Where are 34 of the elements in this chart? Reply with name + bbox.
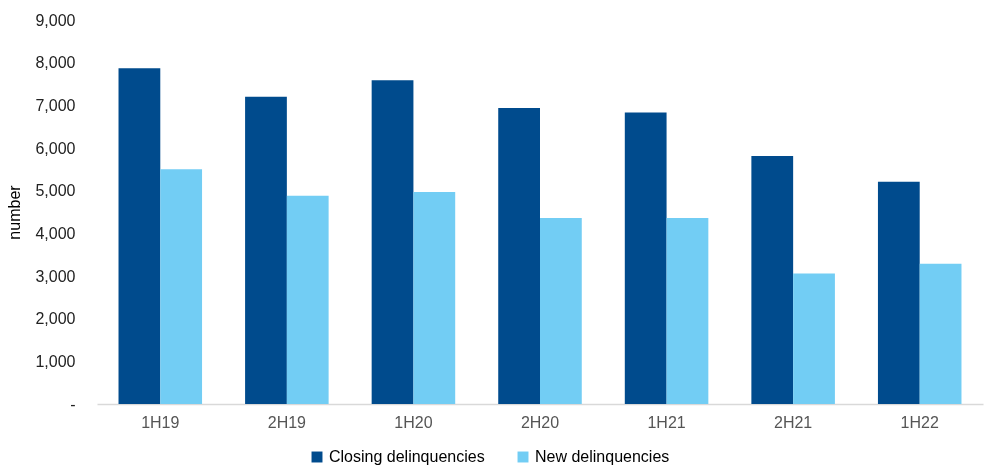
legend-label: New delinquencies xyxy=(535,448,670,465)
y-tick-label: 4,000 xyxy=(35,224,76,242)
y-tick-label: - xyxy=(70,395,76,413)
bar xyxy=(877,181,920,404)
legend-label: Closing delinquencies xyxy=(329,448,485,465)
bar xyxy=(624,112,667,404)
x-tick-label: 1H21 xyxy=(647,413,686,431)
y-tick-label: 3,000 xyxy=(35,267,76,285)
bar xyxy=(666,217,709,404)
y-axis-title: number xyxy=(6,184,24,240)
bar xyxy=(118,68,161,404)
y-tick-label: 2,000 xyxy=(35,310,76,328)
bar xyxy=(245,96,287,404)
x-tick-label: 1H20 xyxy=(394,413,433,431)
bar xyxy=(286,195,329,404)
bar xyxy=(371,80,414,404)
y-tick-label: 9,000 xyxy=(35,11,76,29)
x-tick-label: 2H21 xyxy=(774,413,813,431)
x-tick-label: 1H22 xyxy=(900,413,939,431)
bar xyxy=(751,156,794,404)
bar xyxy=(540,217,582,404)
bar xyxy=(793,273,835,404)
y-tick-label: 1,000 xyxy=(35,352,76,370)
y-tick-label: 8,000 xyxy=(35,54,76,72)
bar xyxy=(919,263,962,404)
bar xyxy=(160,169,203,404)
bar xyxy=(498,107,540,404)
x-tick-label: 2H20 xyxy=(520,413,560,431)
x-tick-label: 1H19 xyxy=(141,413,180,431)
y-tick-label: 6,000 xyxy=(35,139,76,157)
bar xyxy=(413,191,456,404)
x-tick-label: 2H19 xyxy=(267,413,307,431)
y-tick-label: 7,000 xyxy=(35,96,76,114)
y-tick-label: 5,000 xyxy=(35,182,76,200)
